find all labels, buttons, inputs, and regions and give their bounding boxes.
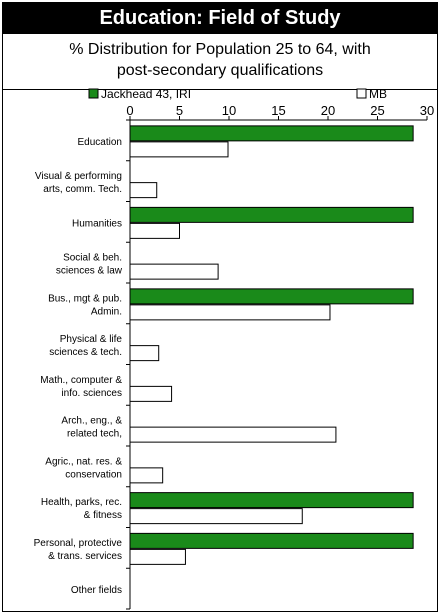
bar-mb <box>129 304 331 321</box>
category-label: Visual & performing arts, comm. Tech. <box>35 171 122 195</box>
bar-mb <box>129 182 158 199</box>
category-label: Social & beh. sciences & law <box>56 253 123 277</box>
category-label-line: Personal, protective <box>34 538 123 549</box>
bar-mb <box>129 548 186 565</box>
category-label: Bus., mgt & pub. Admin. <box>48 293 122 317</box>
category-label-line: sciences & tech. <box>49 347 122 358</box>
x-tick-label-25: 25 <box>370 103 384 118</box>
legend-swatch-1 <box>88 88 99 99</box>
category-label-line: & trans. services <box>48 551 122 562</box>
legend-label-2: MB <box>369 87 387 101</box>
bar-mb <box>129 467 164 484</box>
category-label-line: info. sciences <box>61 388 122 399</box>
category-label-line: Admin. <box>91 306 122 317</box>
x-tick-label-0: 0 <box>126 103 133 118</box>
category-label-line: & fitness <box>84 510 122 521</box>
chart-frame: Education: Field of Study % Distribution… <box>2 2 438 612</box>
bar-mb <box>129 508 303 525</box>
category-label-line: sciences & law <box>56 266 123 277</box>
category-label: Health, parks, rec. & fitness <box>41 497 122 521</box>
category-label-line: Visual & performing <box>35 171 122 182</box>
category-label-line: Education <box>78 137 122 148</box>
x-tick-label-5: 5 <box>176 103 183 118</box>
bar-mb <box>129 426 337 443</box>
bar-jackhead <box>129 206 414 223</box>
category-label: Personal, protective & trans. services <box>34 538 123 562</box>
category-label-line: Social & beh. <box>63 253 122 264</box>
category-label: Math., computer & info. sciences <box>40 375 122 399</box>
bar-mb <box>129 222 180 239</box>
x-tick-label-30: 30 <box>420 103 434 118</box>
chart-title: Education: Field of Study <box>3 3 437 34</box>
chart-subtitle: % Distribution for Population 25 to 64, … <box>3 34 437 90</box>
category-label-line: Physical & life <box>60 334 123 345</box>
bar-mb <box>129 141 229 158</box>
category-label: Other fields <box>71 585 122 596</box>
category-label-line: Math., computer & <box>40 375 122 386</box>
category-label-line: Arch., eng., & <box>61 416 122 427</box>
bar-mb <box>129 385 173 402</box>
category-label-line: Agric., nat. res. & <box>45 456 122 467</box>
x-tick-label-10: 10 <box>222 103 236 118</box>
category-label-line: Bus., mgt & pub. <box>48 293 122 304</box>
legend-label-1: Jackhead 43, IRI <box>101 87 191 101</box>
bar-jackhead <box>129 125 414 142</box>
bar-jackhead <box>129 532 414 549</box>
x-tick-label-20: 20 <box>321 103 335 118</box>
bar-jackhead <box>129 492 414 509</box>
category-label-line: conservation <box>65 469 122 480</box>
bar-mb <box>129 345 160 362</box>
legend-swatch-2 <box>356 88 367 99</box>
category-label: Education <box>78 137 122 148</box>
bar-mb <box>129 263 219 280</box>
category-label-line: arts, comm. Tech. <box>43 184 122 195</box>
subtitle-line-1: % Distribution for Population 25 to 64, … <box>69 41 371 58</box>
category-label-line: Health, parks, rec. <box>41 497 122 508</box>
category-label: Physical & life sciences & tech. <box>49 334 122 358</box>
category-label: Arch., eng., & related tech, <box>61 416 122 440</box>
category-label: Agric., nat. res. & conservation <box>45 456 122 480</box>
x-tick-label-15: 15 <box>271 103 285 118</box>
subtitle-line-2: post-secondary qualifications <box>116 62 324 79</box>
category-label-line: related tech, <box>67 429 122 440</box>
category-label-line: Humanities <box>72 218 122 229</box>
category-label: Humanities <box>72 218 122 229</box>
bar-jackhead <box>129 288 414 305</box>
category-label-line: Other fields <box>71 585 122 596</box>
